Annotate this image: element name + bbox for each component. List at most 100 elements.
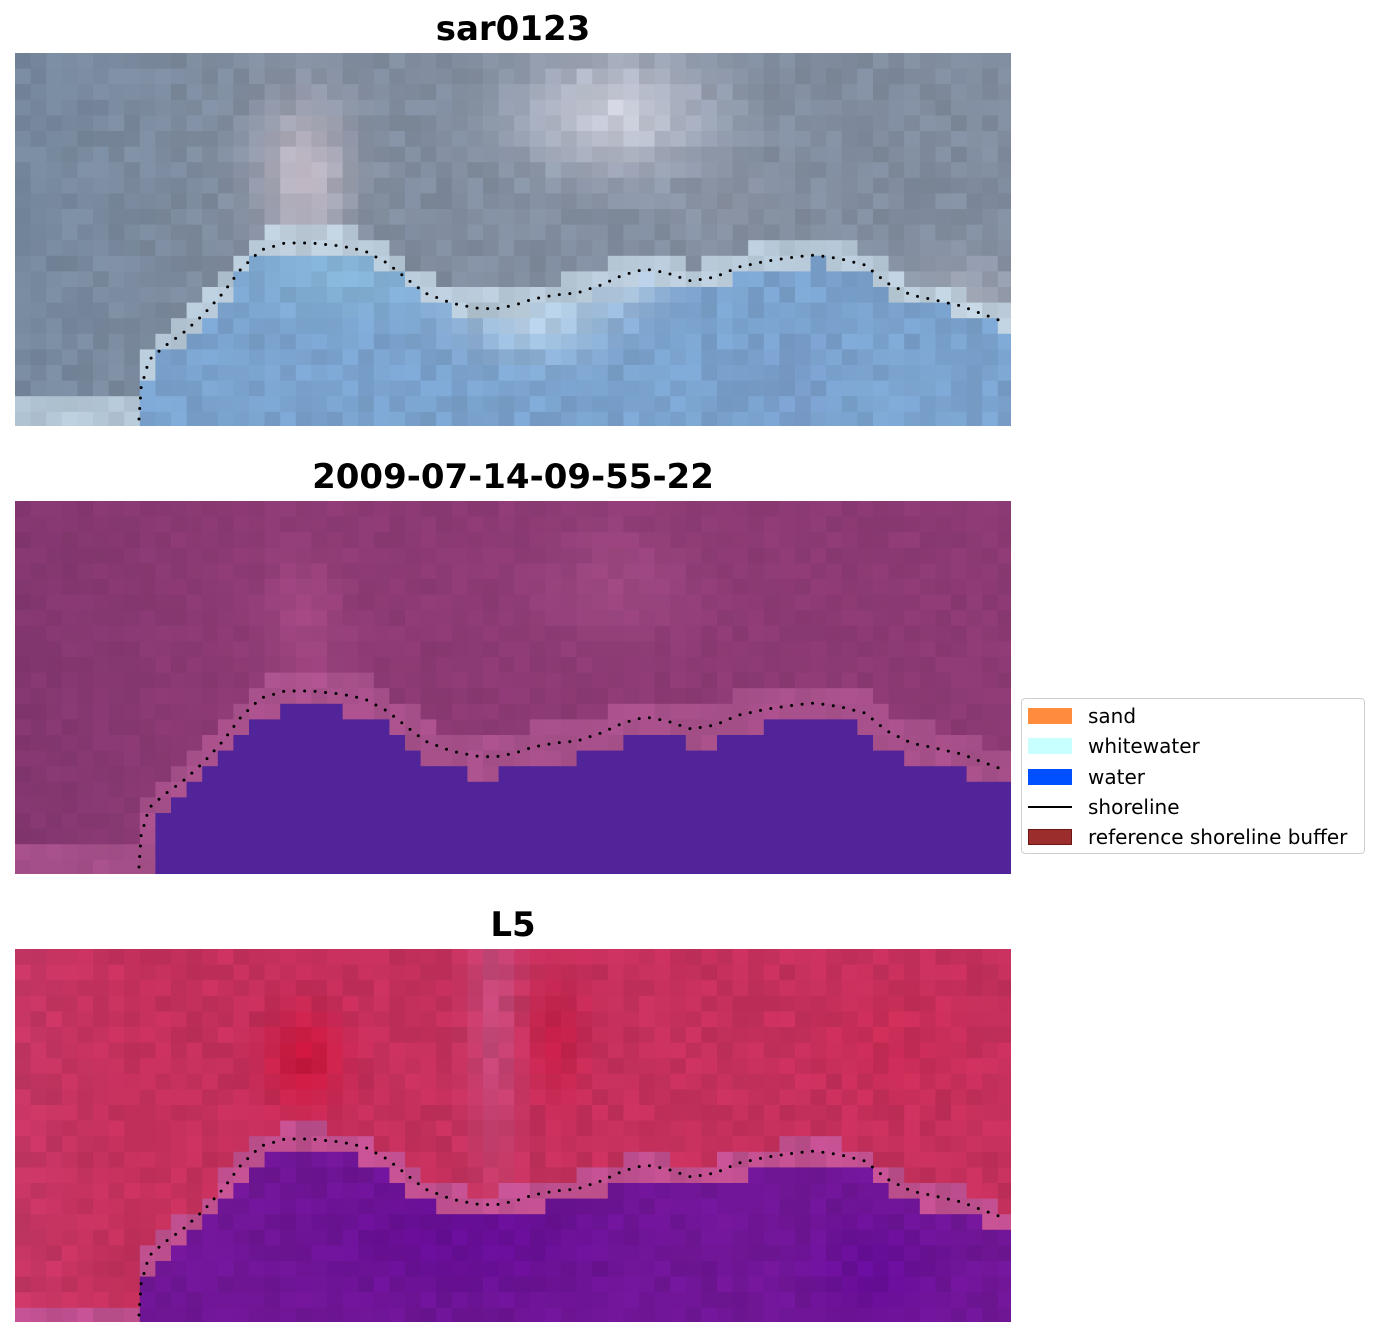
shoreline-dot (608, 727, 612, 731)
shoreline-dot (738, 265, 742, 269)
shoreline-dot (728, 269, 732, 273)
shoreline-dot (698, 725, 702, 729)
shoreline-dot (313, 689, 317, 693)
shoreline-dot (896, 1183, 900, 1187)
shoreline-dot (198, 1212, 202, 1216)
shoreline-dot (719, 721, 722, 725)
shoreline-dot (226, 1181, 230, 1185)
shoreline-dot (637, 717, 641, 721)
shoreline-dot (232, 1172, 236, 1176)
shoreline-dot (226, 733, 230, 737)
shoreline-dot (821, 1150, 825, 1154)
shoreline-dot (790, 1151, 794, 1155)
shoreline-dot (145, 813, 149, 817)
shoreline-dot (831, 256, 835, 260)
shoreline-dot (831, 704, 835, 708)
legend-swatch-reference-buffer (1028, 829, 1072, 845)
shoreline-dot (232, 724, 236, 728)
shoreline-dot (246, 1157, 250, 1161)
shoreline-dot (145, 365, 149, 369)
shoreline-dot (219, 1189, 223, 1193)
shoreline-dot (445, 747, 448, 751)
shoreline-dot (852, 1156, 856, 1160)
shoreline-dot (976, 758, 980, 762)
shoreline-dot (138, 844, 142, 848)
shoreline-dot (842, 1154, 846, 1158)
shoreline-dot (759, 260, 762, 264)
shoreline-dot (139, 1282, 143, 1286)
shoreline-dot (313, 1137, 317, 1141)
shoreline-dot (149, 1252, 153, 1256)
shoreline-dot (547, 294, 551, 298)
shoreline-dot (165, 1239, 169, 1243)
shoreline-dot (198, 316, 202, 320)
shoreline-dot (425, 740, 429, 744)
shoreline-dot (138, 1303, 142, 1307)
shoreline-dot (355, 695, 359, 699)
shoreline-dot (957, 303, 961, 307)
shoreline-dot (537, 744, 541, 748)
shoreline-dot (916, 1190, 919, 1194)
shoreline-dot (400, 273, 404, 277)
legend-item-whitewater: whitewater (1028, 734, 1200, 758)
legend-line-shoreline (1028, 805, 1072, 809)
shoreline-dot (811, 1149, 814, 1153)
shoreline-dot (246, 261, 250, 265)
shoreline-dot (262, 1143, 265, 1147)
shoreline-dot (647, 716, 651, 720)
shoreline-dot (392, 266, 396, 270)
shoreline-dot (408, 279, 412, 283)
shoreline-dot (506, 1200, 510, 1204)
shoreline-dot (303, 689, 307, 693)
shoreline-dot (769, 706, 773, 710)
shoreline-dot (486, 755, 490, 759)
shoreline-dot (455, 750, 458, 754)
shoreline-dots (137, 1137, 1000, 1317)
shoreline-dot (957, 1199, 961, 1203)
shoreline-dot (374, 255, 378, 259)
shoreline-dot (137, 1313, 141, 1317)
shoreline-dot (292, 689, 296, 693)
shoreline-dot (906, 739, 910, 743)
shoreline-dot (365, 698, 369, 702)
shoreline-dot (190, 1219, 194, 1223)
shoreline-dot (365, 250, 369, 254)
shoreline-dot (790, 255, 794, 259)
shoreline-dot (392, 714, 396, 718)
shoreline-dot (344, 693, 348, 697)
shoreline-dot (465, 752, 469, 756)
shoreline-dot (779, 1153, 783, 1157)
shoreline-dot (138, 407, 142, 411)
shoreline-dot (537, 296, 541, 300)
shoreline-dot (800, 254, 804, 258)
shoreline-dot (568, 1188, 572, 1192)
shoreline-dot (578, 290, 582, 294)
shoreline-dot (887, 1178, 891, 1182)
shoreline-dot (709, 276, 713, 280)
shoreline-dot (408, 727, 412, 731)
shoreline-dot (253, 1149, 257, 1153)
legend-item-shoreline: shoreline (1028, 795, 1180, 819)
shoreline-dot (811, 701, 814, 705)
shoreline-dot (627, 719, 631, 723)
shoreline-dot (738, 1161, 742, 1165)
shoreline-dot (324, 242, 328, 246)
shoreline-dot (568, 292, 572, 296)
shoreline-dot (936, 299, 940, 303)
shoreline-dot (688, 279, 692, 283)
shoreline-dot (190, 771, 194, 775)
shoreline-dot (852, 260, 856, 264)
shoreline-dot (916, 742, 919, 746)
shoreline-dot (262, 695, 265, 699)
shoreline-dot (862, 263, 866, 267)
shoreline-dot (658, 270, 662, 274)
shoreline-dot (698, 277, 702, 281)
shoreline-dot (416, 1182, 420, 1186)
shoreline-dot (821, 702, 825, 706)
shoreline-dot (996, 318, 1000, 322)
shoreline-dot (946, 301, 950, 305)
shoreline-dot (408, 1175, 412, 1179)
legend-label-reference-buffer: reference shoreline buffer (1088, 825, 1348, 849)
legend: sand whitewater water shoreline referenc… (1021, 698, 1365, 854)
shoreline-dot (598, 1179, 602, 1183)
